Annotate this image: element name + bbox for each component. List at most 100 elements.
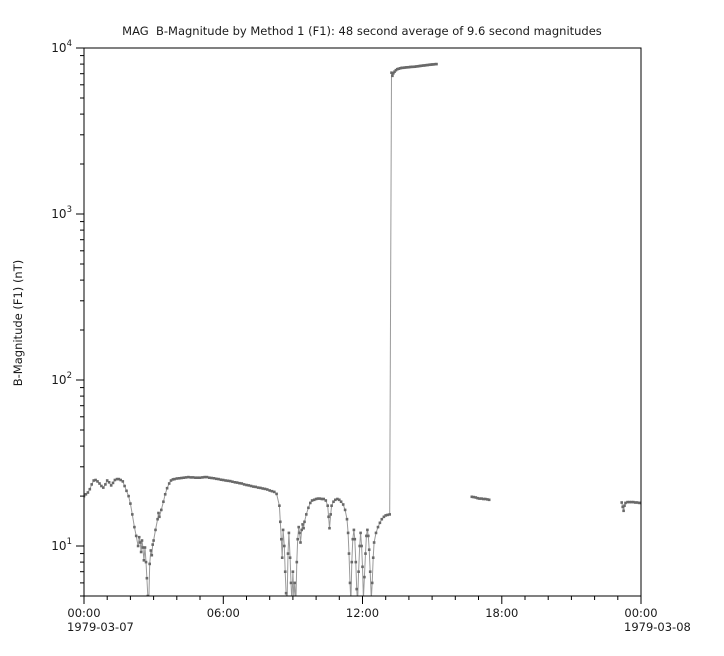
data-marker (123, 484, 126, 488)
data-marker (417, 64, 421, 68)
data-marker (370, 598, 373, 601)
data-marker (231, 480, 234, 483)
data-marker (359, 531, 362, 535)
data-marker (182, 476, 186, 479)
data-marker (487, 498, 491, 502)
data-marker (354, 560, 358, 564)
data-marker (224, 479, 227, 482)
data-marker (332, 500, 335, 503)
data-marker (150, 553, 154, 557)
data-marker (136, 544, 140, 548)
data-marker (341, 503, 345, 506)
data-marker (470, 495, 474, 499)
data-marker (117, 477, 121, 481)
data-marker (109, 484, 113, 487)
data-marker (428, 63, 431, 67)
data-marker (138, 541, 142, 544)
data-marker (368, 570, 372, 573)
data-marker (396, 67, 399, 71)
data-marker (348, 581, 352, 585)
data-marker (242, 483, 246, 486)
data-marker (622, 509, 625, 513)
x-start-date-label: 1979-03-07 (67, 620, 134, 634)
data-marker (374, 531, 378, 535)
data-marker (370, 581, 374, 585)
data-marker (210, 476, 213, 480)
data-marker (173, 477, 176, 481)
data-marker (329, 513, 332, 516)
data-marker (480, 497, 483, 500)
data-marker (203, 475, 206, 479)
data-marker (165, 486, 169, 490)
data-marker (355, 587, 358, 591)
data-marker (314, 497, 318, 501)
data-marker (268, 489, 271, 492)
data-marker (148, 601, 151, 604)
data-marker (287, 531, 291, 535)
data-marker (86, 491, 90, 494)
data-marker (309, 501, 312, 505)
data-marker (247, 484, 251, 487)
data-marker (137, 535, 141, 539)
data-marker (154, 528, 157, 532)
data-marker (350, 560, 354, 564)
plot-frame (83, 47, 642, 597)
data-marker (412, 65, 415, 69)
data-marker (177, 477, 181, 480)
data-marker (339, 500, 343, 503)
data-marker (129, 502, 132, 505)
data-marker (167, 482, 171, 485)
data-marker (219, 478, 223, 481)
data-marker (189, 476, 193, 479)
data-marker (346, 531, 350, 535)
data-marker (338, 498, 341, 502)
data-marker (380, 517, 384, 521)
data-marker (127, 494, 130, 498)
data-marker (88, 487, 92, 491)
x-tick-label: 18:00 (485, 606, 518, 620)
data-marker (240, 482, 244, 485)
data-marker (401, 66, 405, 70)
data-marker (273, 490, 276, 494)
data-line (84, 63, 437, 596)
data-marker (397, 67, 400, 70)
data-marker (279, 520, 282, 524)
data-marker (414, 65, 418, 68)
x-tick-label: 00:00 (67, 606, 100, 620)
data-marker (432, 63, 435, 66)
data-marker (399, 67, 402, 70)
data-marker (140, 539, 144, 542)
data-marker (144, 560, 148, 564)
data-series-2 (470, 495, 491, 502)
data-marker (620, 501, 623, 504)
data-marker (283, 570, 287, 573)
data-marker (392, 71, 395, 75)
data-marker (305, 513, 308, 516)
data-marker (125, 489, 128, 493)
data-marker (484, 497, 487, 501)
data-marker (433, 62, 437, 66)
data-marker (422, 64, 425, 67)
data-marker (366, 528, 369, 532)
data-marker (482, 497, 485, 501)
data-marker (358, 544, 361, 548)
data-marker (233, 481, 237, 484)
data-marker (187, 475, 190, 479)
data-marker (131, 513, 134, 516)
data-marker (92, 479, 95, 482)
data-marker (180, 476, 183, 480)
data-marker (134, 534, 138, 538)
data-marker (297, 525, 300, 529)
data-marker (238, 481, 241, 485)
data-marker (84, 493, 88, 496)
data-marker (84, 494, 86, 498)
data-marker (393, 70, 396, 73)
data-marker (347, 552, 351, 555)
data-marker (111, 481, 115, 485)
data-marker (350, 601, 353, 604)
y-tick-label: 103 (51, 205, 72, 221)
data-marker (391, 74, 394, 78)
data-marker (407, 65, 411, 69)
data-marker (102, 486, 105, 489)
